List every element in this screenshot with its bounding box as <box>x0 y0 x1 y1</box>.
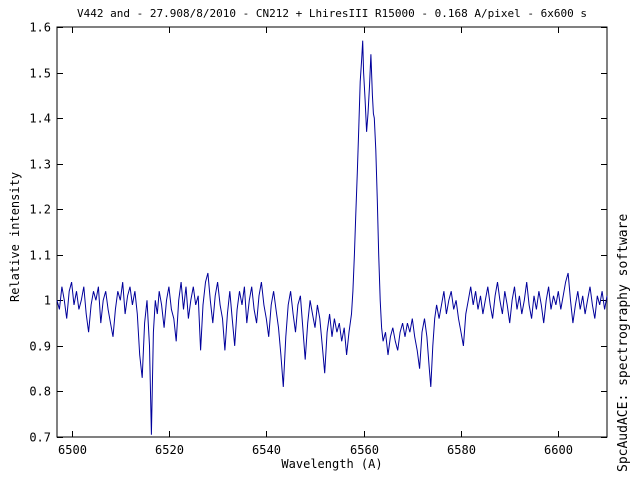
y-tick-label: 1.1 <box>29 249 51 263</box>
y-tick-label: 0.7 <box>29 431 51 445</box>
x-tick-label: 6520 <box>155 443 184 457</box>
x-tick-label: 6540 <box>252 443 281 457</box>
y-tick-label: 0.8 <box>29 385 51 399</box>
x-tick-label: 6560 <box>350 443 379 457</box>
y-tick-label: 1.5 <box>29 67 51 81</box>
y-tick-label: 1 <box>44 294 51 308</box>
spectrum-line <box>56 40 608 435</box>
y-tick-label: 1.2 <box>29 203 51 217</box>
y-tick-label: 1.4 <box>29 112 51 126</box>
x-axis-label: Wavelength (A) <box>281 457 383 471</box>
y-tick-label: 0.9 <box>29 340 51 354</box>
y-tick-label: 1.3 <box>29 158 51 172</box>
chart-title: V442 and - 27.908/8/2010 - CN212 + Lhire… <box>77 7 587 20</box>
x-tick-label: 6500 <box>58 443 87 457</box>
x-tick-label: 6600 <box>544 443 573 457</box>
plot-frame <box>56 26 608 438</box>
y-tick-label: 1.6 <box>29 21 51 35</box>
x-tick-label: 6580 <box>447 443 476 457</box>
